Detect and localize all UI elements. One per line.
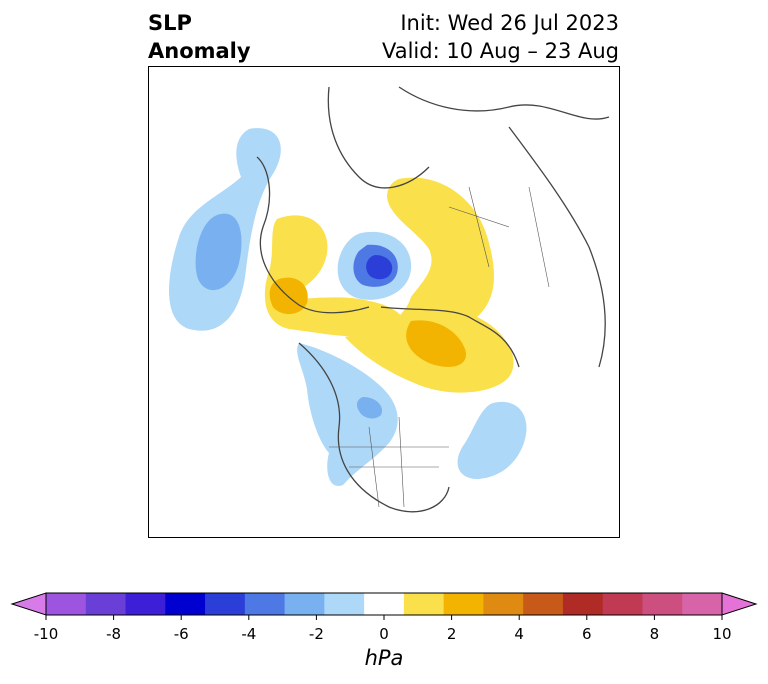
colorbar-cell: [443, 593, 484, 615]
colorbar-tick-label: 8: [649, 625, 660, 643]
map-canvas: [169, 86, 610, 513]
colorbar-tick-label: -4: [241, 625, 257, 643]
anomaly-arctic-low-core: [366, 255, 393, 280]
colorbar-cell: [364, 593, 405, 615]
colorbar-cell: [244, 593, 286, 615]
anomaly-pacific-low-inner: [195, 213, 242, 291]
colorbar-cell: [125, 593, 166, 615]
colorbar-tick-label: 6: [582, 625, 592, 643]
date-info: Init: Wed 26 Jul 2023 Valid: 10 Aug – 23…: [382, 9, 619, 65]
anomaly-eurasia-high: [345, 177, 514, 393]
colorbar: [10, 592, 758, 620]
colorbar-tick-label: 4: [514, 625, 524, 643]
colorbar-tick-label: 2: [446, 625, 457, 643]
colorbar-cell: [85, 593, 127, 615]
colorbar-tick-label: -6: [173, 625, 189, 643]
colorbar-tick-label: -8: [106, 625, 122, 643]
colorbar-cell: [324, 593, 365, 615]
colorbar-cell: [46, 593, 87, 615]
colorbar-cell: [483, 593, 524, 615]
coastlines: [256, 86, 610, 513]
colorbar-cell: [562, 593, 604, 615]
colorbar-tick-label: -10: [33, 625, 59, 643]
colorbar-extend-min: [10, 592, 47, 616]
colorbar-tick-label: 0: [379, 625, 389, 643]
colorbar-tick-label: -2: [308, 625, 324, 643]
title-line-1: SLP: [148, 11, 192, 35]
colorbar-cell: [165, 593, 206, 615]
title-line-2: Anomaly: [148, 39, 251, 63]
map-panel: [148, 66, 620, 538]
anomaly-atlantic-low: [457, 401, 527, 479]
colorbar-cell: [205, 593, 246, 615]
colorbar-cell: [682, 593, 723, 615]
colorbar-cell: [602, 593, 643, 615]
colorbar-unit: hPa: [364, 646, 404, 670]
colorbar-cell: [403, 593, 445, 615]
colorbar-extend-max: [721, 592, 758, 616]
anomaly-namerica-low: [297, 343, 398, 486]
anomaly-eurasia-core: [406, 320, 467, 367]
colorbar-cell: [642, 593, 683, 615]
colorbar-tick-label: 10: [712, 625, 732, 643]
colorbar-cell: [523, 593, 564, 615]
map-title: SLP Anomaly: [148, 9, 251, 65]
colorbar-cell: [284, 593, 325, 615]
init-date: Init: Wed 26 Jul 2023: [400, 11, 619, 35]
anomaly-namerica-core: [356, 397, 383, 419]
valid-range: Valid: 10 Aug – 23 Aug: [381, 39, 619, 63]
borders: [329, 186, 550, 508]
